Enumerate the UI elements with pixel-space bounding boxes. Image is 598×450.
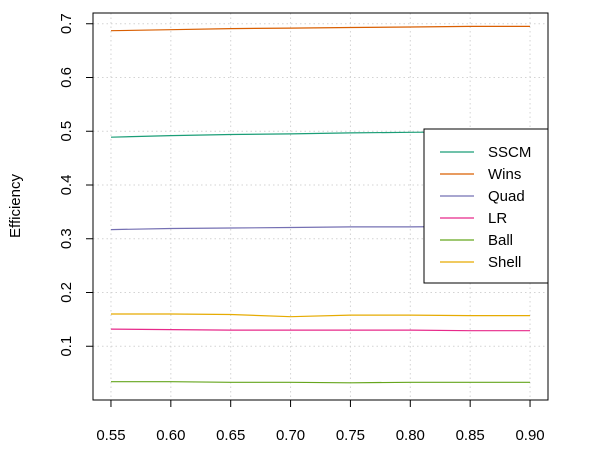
x-axis: 0.55 0.60 0.65 0.70 0.75 0.80 0.85 0.90 — [96, 399, 545, 444]
legend-label: Wins — [488, 166, 521, 183]
y-tick-label: 0.5 — [58, 121, 75, 142]
y-tick-label: 0.2 — [58, 282, 75, 303]
legend: SSCM Wins Quad LR Ball Shell — [423, 128, 549, 284]
legend-label: Ball — [488, 232, 513, 249]
series-line-wins — [110, 25, 530, 32]
y-tick-label: 0.3 — [58, 228, 75, 249]
y-axis: 0.1 0.2 0.3 0.4 0.5 0.6 0.7 — [58, 13, 94, 357]
series-line-shell — [111, 313, 530, 318]
y-tick-label: 0.4 — [58, 175, 75, 196]
legend-box — [423, 128, 549, 284]
y-tick-label: 0.1 — [58, 336, 75, 357]
x-tick-label: 0.90 — [515, 427, 544, 444]
y-tick-label: 0.6 — [58, 67, 75, 88]
x-tick-label: 0.70 — [276, 427, 305, 444]
series-line-ball — [111, 381, 530, 384]
x-tick-label: 0.75 — [336, 427, 365, 444]
series-line-lr — [110, 328, 530, 332]
x-tick-label: 0.55 — [96, 427, 125, 444]
x-tick-label: 0.85 — [456, 427, 485, 444]
y-axis-title: Efficiency — [7, 174, 24, 238]
legend-label: SSCM — [488, 144, 531, 161]
legend-label: LR — [488, 210, 507, 227]
x-tick-label: 0.80 — [396, 427, 425, 444]
legend-label: Quad — [488, 188, 525, 205]
y-tick-label: 0.7 — [58, 13, 75, 34]
legend-label: Shell — [488, 254, 521, 271]
x-tick-label: 0.60 — [156, 427, 185, 444]
x-tick-label: 0.65 — [216, 427, 245, 444]
